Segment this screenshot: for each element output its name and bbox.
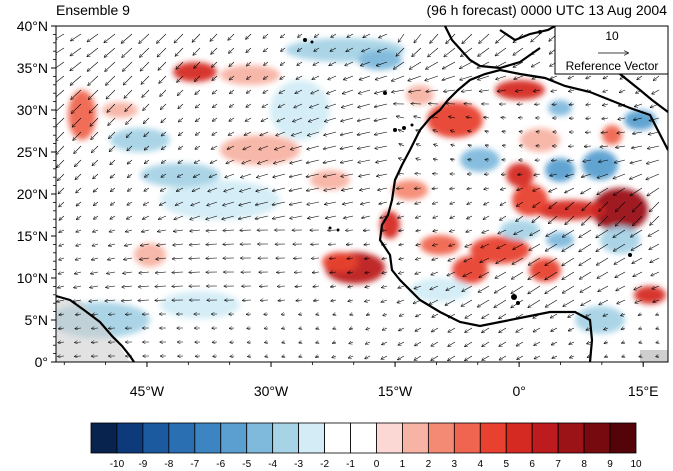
lon-tick-label: 0°: [512, 383, 525, 399]
colorbar-tick-label: 9: [607, 459, 613, 470]
colorbar-swatch: [116, 422, 144, 454]
lat-tick-label: 5°N: [25, 312, 49, 328]
lat-tick-label: 30°N: [17, 102, 48, 118]
colorbar-tick-label: -10: [110, 459, 125, 470]
colorbar-tick-label: -6: [216, 459, 225, 470]
land-mask-sw: [56, 300, 130, 362]
colorbar-swatch: [609, 422, 637, 454]
colorbar-tick-label: 7: [555, 459, 561, 470]
colorbar-swatch: [90, 422, 118, 454]
lat-tick-label: 10°N: [17, 270, 48, 286]
lon-tick-label: 45°W: [130, 383, 165, 399]
colorbar-swatch: [376, 422, 403, 454]
colorbar-tick-label: -8: [164, 459, 173, 470]
colorbar-tick-label: -2: [320, 459, 329, 470]
colorbar-swatch: [350, 422, 377, 454]
colorbar-swatch: [427, 422, 455, 454]
colorbar-swatch: [272, 422, 300, 454]
colorbar-swatch: [246, 422, 274, 454]
coast-med: [499, 26, 556, 42]
colorbar-tick-label: 5: [503, 459, 509, 470]
colorbar-swatch: [505, 422, 533, 454]
reference-vector-label: Reference Vector: [566, 59, 659, 73]
lat-tick-label: 15°N: [17, 228, 48, 244]
colorbar-tick-label: 4: [478, 459, 484, 470]
lat-tick-label: 40°N: [17, 18, 48, 34]
lon-tick-label: 15°E: [628, 383, 659, 399]
latitude-axis: 0° 5°N 10°N 15°N 20°N 25°N 30°N 35°N 40°N: [17, 18, 56, 370]
colorbar-swatch: [142, 422, 170, 454]
colorbar-swatch: [194, 422, 222, 454]
wind-vectors: [56, 33, 659, 361]
coast-africa-west: [378, 68, 668, 362]
colorbar-swatch: [583, 422, 611, 454]
colorbar-tick-label: 8: [581, 459, 587, 470]
longitude-axis: 45°W 30°W 15°W 0° 15°E: [63, 362, 659, 399]
lat-tick-label: 35°N: [17, 60, 48, 76]
colorbar-swatch: [453, 422, 481, 454]
colorbar-tick-label: 3: [452, 459, 458, 470]
colorbar-tick-label: -7: [190, 459, 199, 470]
colorbar-tick-label: -5: [242, 459, 251, 470]
colorbar-tick-label: -1: [346, 459, 355, 470]
lat-tick-label: 20°N: [17, 186, 48, 202]
colorbar-tick-label: 10: [630, 459, 642, 470]
colorbar-tick-label: -9: [138, 459, 147, 470]
colorbar-tick-label: 6: [529, 459, 535, 470]
panel-title: Ensemble 9: [56, 2, 130, 18]
forecast-time-title: (96 h forecast) 0000 UTC 13 Aug 2004: [426, 2, 667, 18]
colorbar-tick-label: 2: [426, 459, 432, 470]
colorbar-swatch: [479, 422, 507, 454]
coast-iberia: [444, 26, 541, 70]
reference-vector-box: 10 Reference Vector: [554, 25, 669, 75]
land-mask-se: [640, 350, 668, 362]
colorbar-swatch: [298, 422, 325, 454]
colorbar-swatch: [402, 422, 429, 454]
colorbar-swatch: [531, 422, 559, 454]
coast-south-america: [56, 294, 135, 362]
reference-vector-value: 10: [605, 29, 619, 43]
colorbar-swatch: [220, 422, 248, 454]
lon-tick-label: 30°W: [254, 383, 289, 399]
colorbar-tick-label: 0: [374, 459, 380, 470]
colorbar-swatch: [557, 422, 585, 454]
colorbar-swatch: [168, 422, 196, 454]
islands: [303, 30, 632, 305]
colorbar-swatch: [324, 422, 351, 454]
colorbar-tick-label: 1: [400, 459, 406, 470]
colorbar-tick-label: -3: [294, 459, 303, 470]
lat-tick-label: 25°N: [17, 144, 48, 160]
colorbar-tick-label: -4: [268, 459, 277, 470]
lat-tick-label: 0°: [35, 354, 48, 370]
lon-tick-label: 15°W: [378, 383, 413, 399]
coastlines: [56, 26, 668, 362]
